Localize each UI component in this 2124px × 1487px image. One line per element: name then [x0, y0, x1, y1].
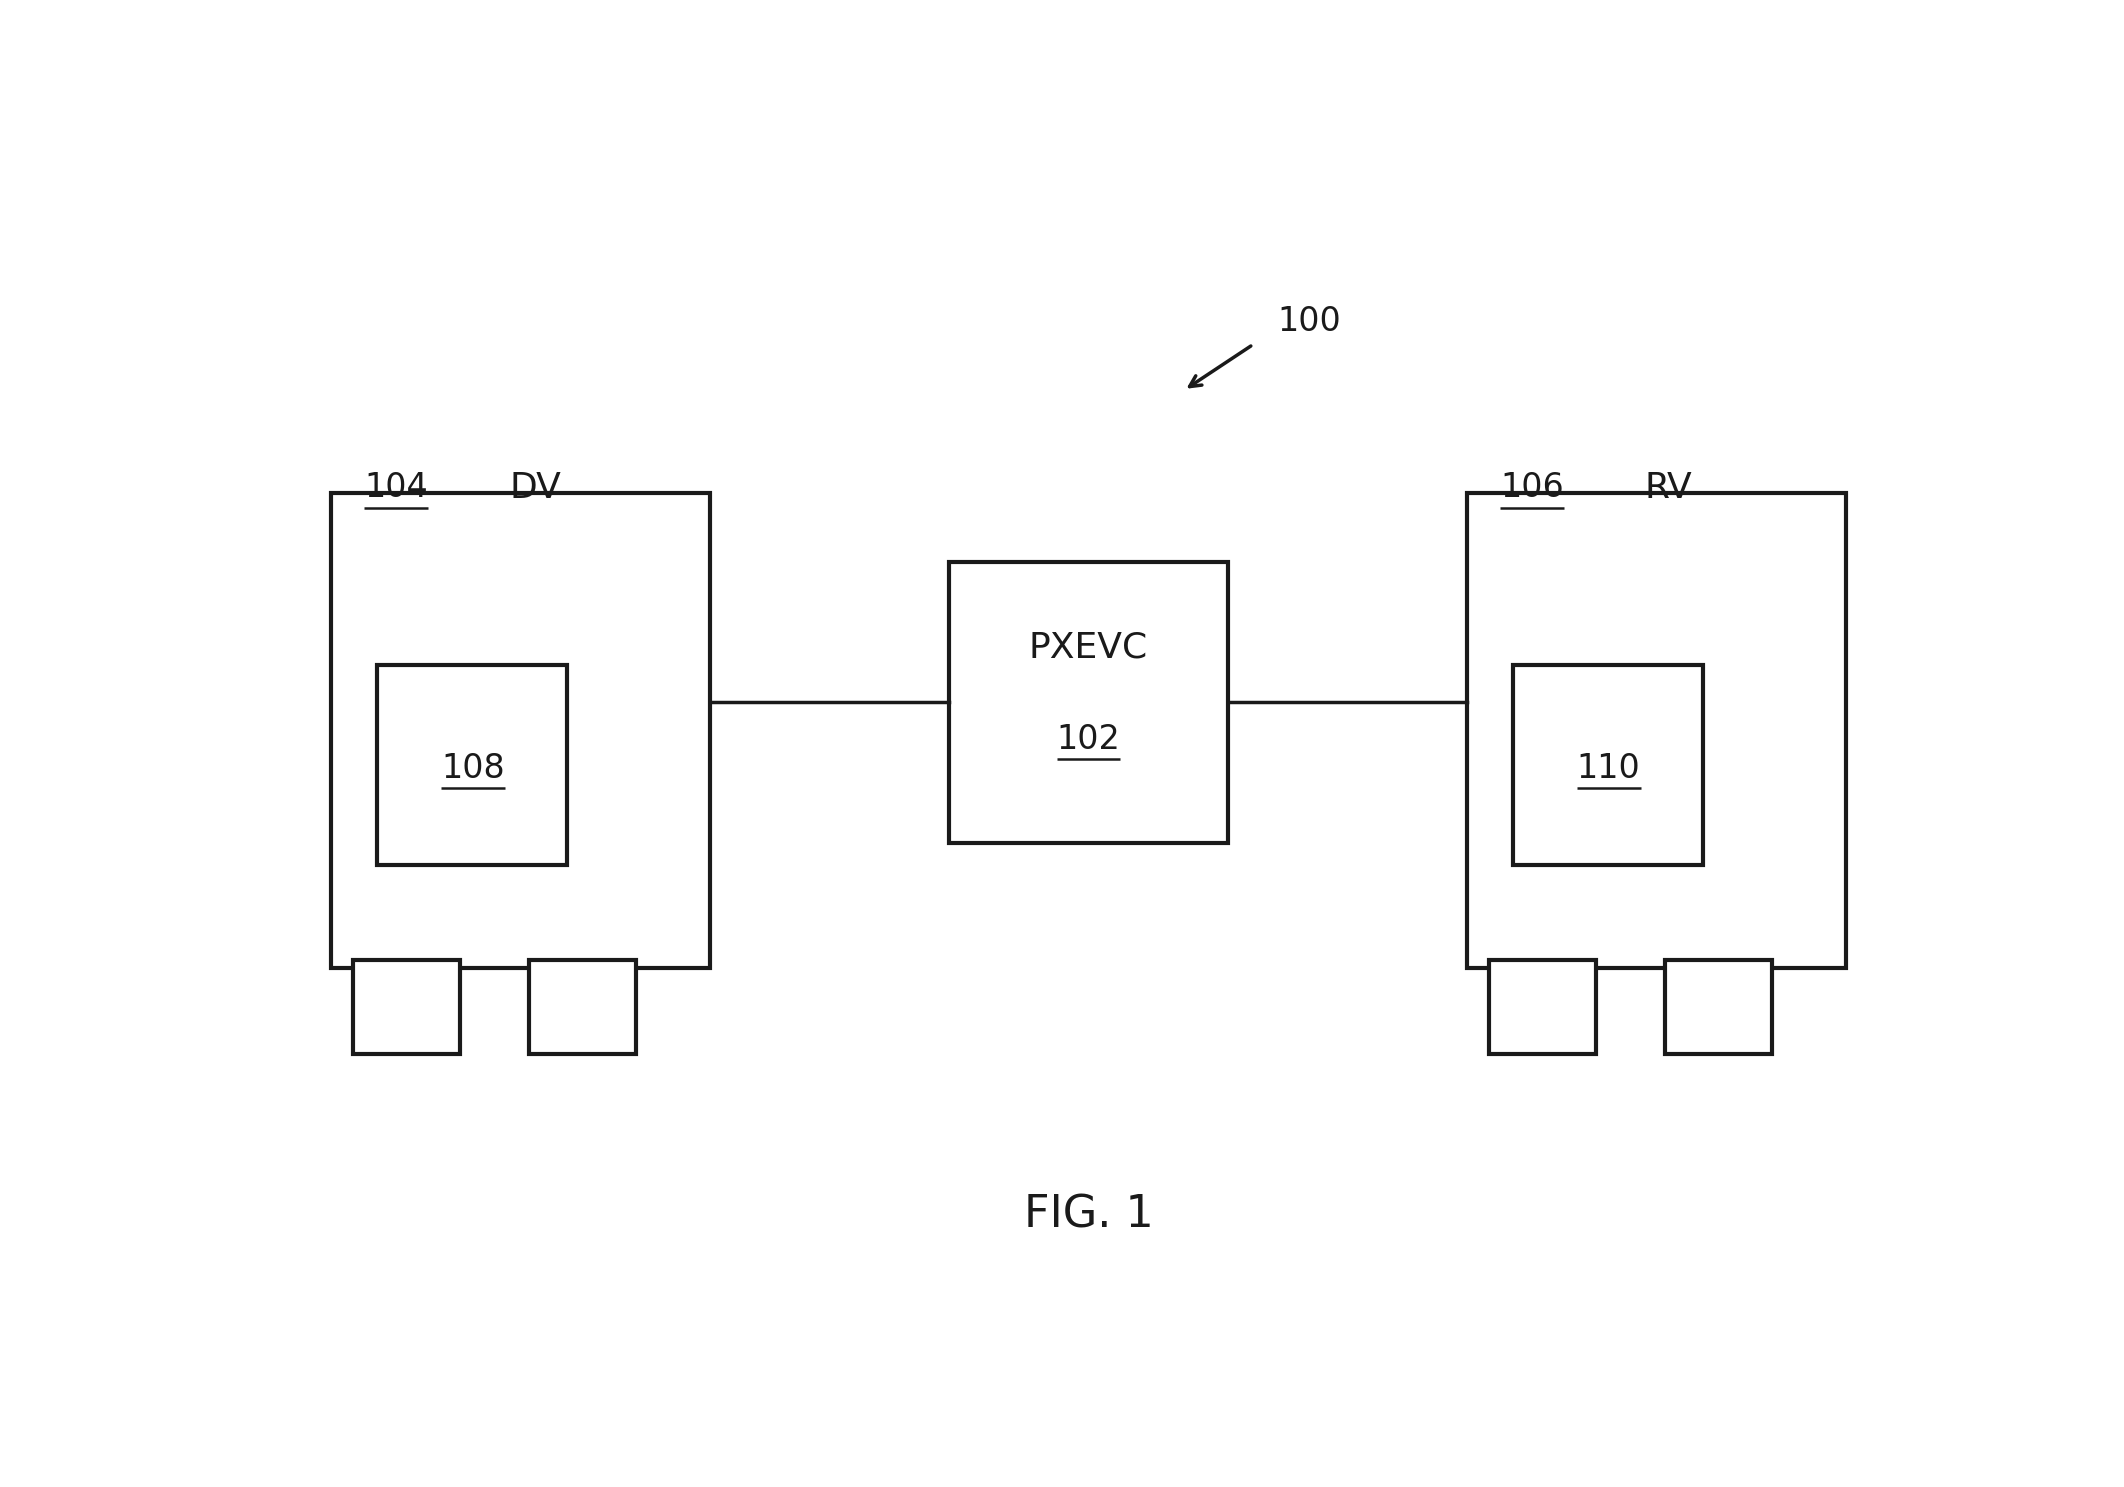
Text: PXEVC: PXEVC — [1028, 630, 1149, 665]
Bar — [949, 562, 1228, 843]
Bar — [331, 494, 709, 968]
Text: 102: 102 — [1056, 723, 1121, 755]
Bar — [1665, 961, 1771, 1054]
Text: 108: 108 — [442, 751, 506, 785]
Bar — [1489, 961, 1595, 1054]
Text: RV: RV — [1644, 470, 1693, 504]
Text: FIG. 1: FIG. 1 — [1024, 1193, 1153, 1236]
Text: 104: 104 — [365, 471, 429, 504]
Bar — [1468, 494, 1846, 968]
Text: 100: 100 — [1279, 305, 1342, 338]
Bar — [378, 665, 567, 865]
Bar — [353, 961, 459, 1054]
Text: 106: 106 — [1500, 471, 1563, 504]
Text: 110: 110 — [1576, 751, 1640, 785]
Bar — [529, 961, 635, 1054]
Text: DV: DV — [510, 470, 561, 504]
Bar — [1512, 665, 1703, 865]
